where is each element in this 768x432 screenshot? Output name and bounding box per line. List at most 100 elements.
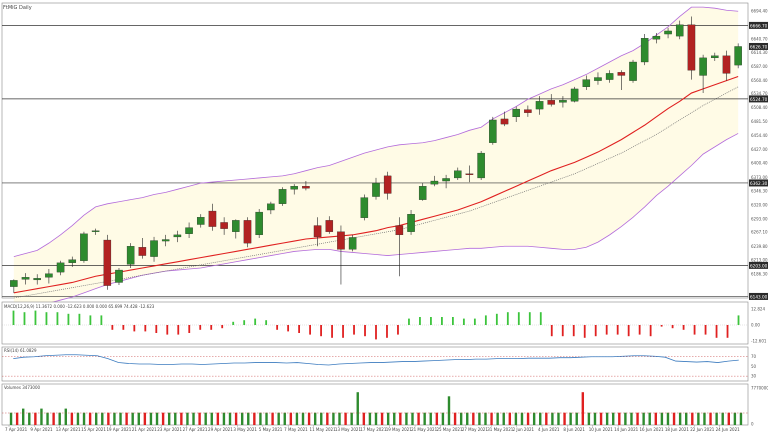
volume-bar: [76, 412, 80, 425]
volume-bar: [46, 412, 49, 425]
volume-bar: [618, 412, 621, 425]
candle-body: [220, 222, 228, 229]
macd-bar: [320, 325, 322, 337]
macd-bar: [451, 317, 454, 325]
volume-tick-label: 7770000: [751, 386, 768, 391]
macd-bar: [704, 325, 707, 335]
candle-body: [10, 280, 18, 287]
candle-body: [722, 55, 731, 74]
candle-body: [535, 101, 544, 110]
macd-bar: [386, 325, 388, 338]
x-tick-label: 13 Apr 2021: [56, 427, 81, 432]
x-tick-label: 22 Jun 2021: [690, 427, 715, 432]
volume-bar: [295, 412, 299, 425]
macd-bar: [638, 325, 641, 335]
volume-bar: [253, 412, 256, 425]
macd-bar: [583, 325, 586, 338]
volume-bar: [666, 412, 670, 425]
candle-body: [477, 152, 485, 179]
x-tick-label: 18 Jun 2021: [665, 427, 690, 432]
volume-bar: [654, 412, 658, 425]
volume-bar: [155, 412, 159, 425]
macd-bar: [276, 325, 279, 330]
x-tick-label: 9 Apr 2021: [30, 427, 53, 432]
macd-bar: [616, 325, 619, 335]
volume-bar: [587, 412, 591, 425]
y-tick-label: 6560.40: [751, 78, 768, 83]
volume-bar: [332, 412, 335, 425]
macd-tick-label: 12.824: [751, 307, 765, 312]
volume-bar: [484, 412, 487, 425]
volume-label: Volumes 3473000: [4, 385, 41, 390]
candle-body: [559, 100, 567, 103]
volume-bar: [180, 412, 183, 425]
volume-bar: [137, 412, 140, 425]
candle-body: [290, 186, 298, 190]
macd-bar: [265, 320, 268, 325]
macd-bar: [408, 318, 410, 325]
volume-bar: [581, 392, 585, 425]
macd-bar: [221, 325, 224, 329]
macd-bar: [122, 325, 125, 330]
candle-body: [617, 72, 626, 76]
bollinger-lower-line: [13, 133, 739, 309]
x-tick-label: 17 May 2021: [360, 427, 387, 432]
x-tick-label: 10 Jun 2021: [589, 427, 614, 432]
volume-bar: [514, 412, 518, 425]
candle-body: [325, 220, 334, 232]
candle-body: [629, 61, 637, 81]
macd-bar: [166, 325, 169, 335]
volume-bar: [338, 412, 341, 425]
volume-bar: [368, 412, 372, 425]
y-tick-label: 6427.00: [751, 147, 768, 152]
price-level-tag: [749, 21, 768, 29]
macd-bar: [12, 310, 15, 325]
x-tick-label: 21 May 2021: [411, 427, 438, 432]
volume-bar: [715, 412, 718, 425]
macd-pane: MACD(12,26,9) 11.3672 0.000 -12.623 0.00…: [1, 301, 767, 345]
volume-bar: [228, 412, 232, 425]
candle-body: [91, 230, 100, 232]
candle-body: [21, 277, 30, 280]
macd-label: MACD(12,26,9) 11.3672 0.000 -12.623 0.00…: [4, 304, 155, 309]
macd-bar: [737, 315, 740, 325]
volume-bar: [520, 412, 524, 425]
volume-bar: [508, 412, 512, 425]
volume-bar: [697, 412, 700, 425]
y-tick-label: 6508.40: [751, 105, 768, 110]
candle-body: [33, 278, 41, 281]
volume-bar: [265, 412, 268, 425]
volume-bar: [362, 412, 366, 425]
price-level-label: 6666.70: [750, 23, 768, 28]
volume-bar: [320, 412, 323, 425]
candle-body: [115, 269, 123, 283]
volume-bar: [532, 412, 536, 425]
candle-body: [126, 246, 135, 265]
volume-bar: [88, 412, 92, 425]
candle-body: [395, 225, 404, 236]
rsi-tick-label: 50: [751, 364, 757, 369]
pane-frame: [1, 301, 749, 345]
candle-body: [161, 239, 170, 242]
volume-bar: [58, 412, 61, 425]
y-tick-label: 6293.00: [751, 216, 768, 221]
x-tick-label: 13 May 2021: [335, 427, 362, 432]
candle-body: [442, 178, 450, 182]
candle-body: [232, 220, 240, 232]
volume-bar: [490, 412, 493, 425]
volume-bar: [350, 412, 353, 425]
macd-bar: [133, 325, 136, 332]
y-tick-label: 6400.40: [751, 161, 768, 166]
price-level-label: 6203.00: [750, 263, 768, 268]
macd-bar: [111, 325, 114, 330]
volume-bar: [82, 412, 86, 425]
volume-bar: [149, 412, 153, 425]
candle-body: [267, 203, 275, 211]
macd-bar: [375, 325, 377, 340]
volume-bar: [289, 412, 293, 425]
candle-body: [640, 38, 649, 63]
rsi-pane: RSI(14) 61.0829 70 50 30: [1, 346, 757, 382]
rsi-label: RSI(14) 61.0829: [4, 348, 37, 353]
macd-bar: [506, 312, 509, 325]
